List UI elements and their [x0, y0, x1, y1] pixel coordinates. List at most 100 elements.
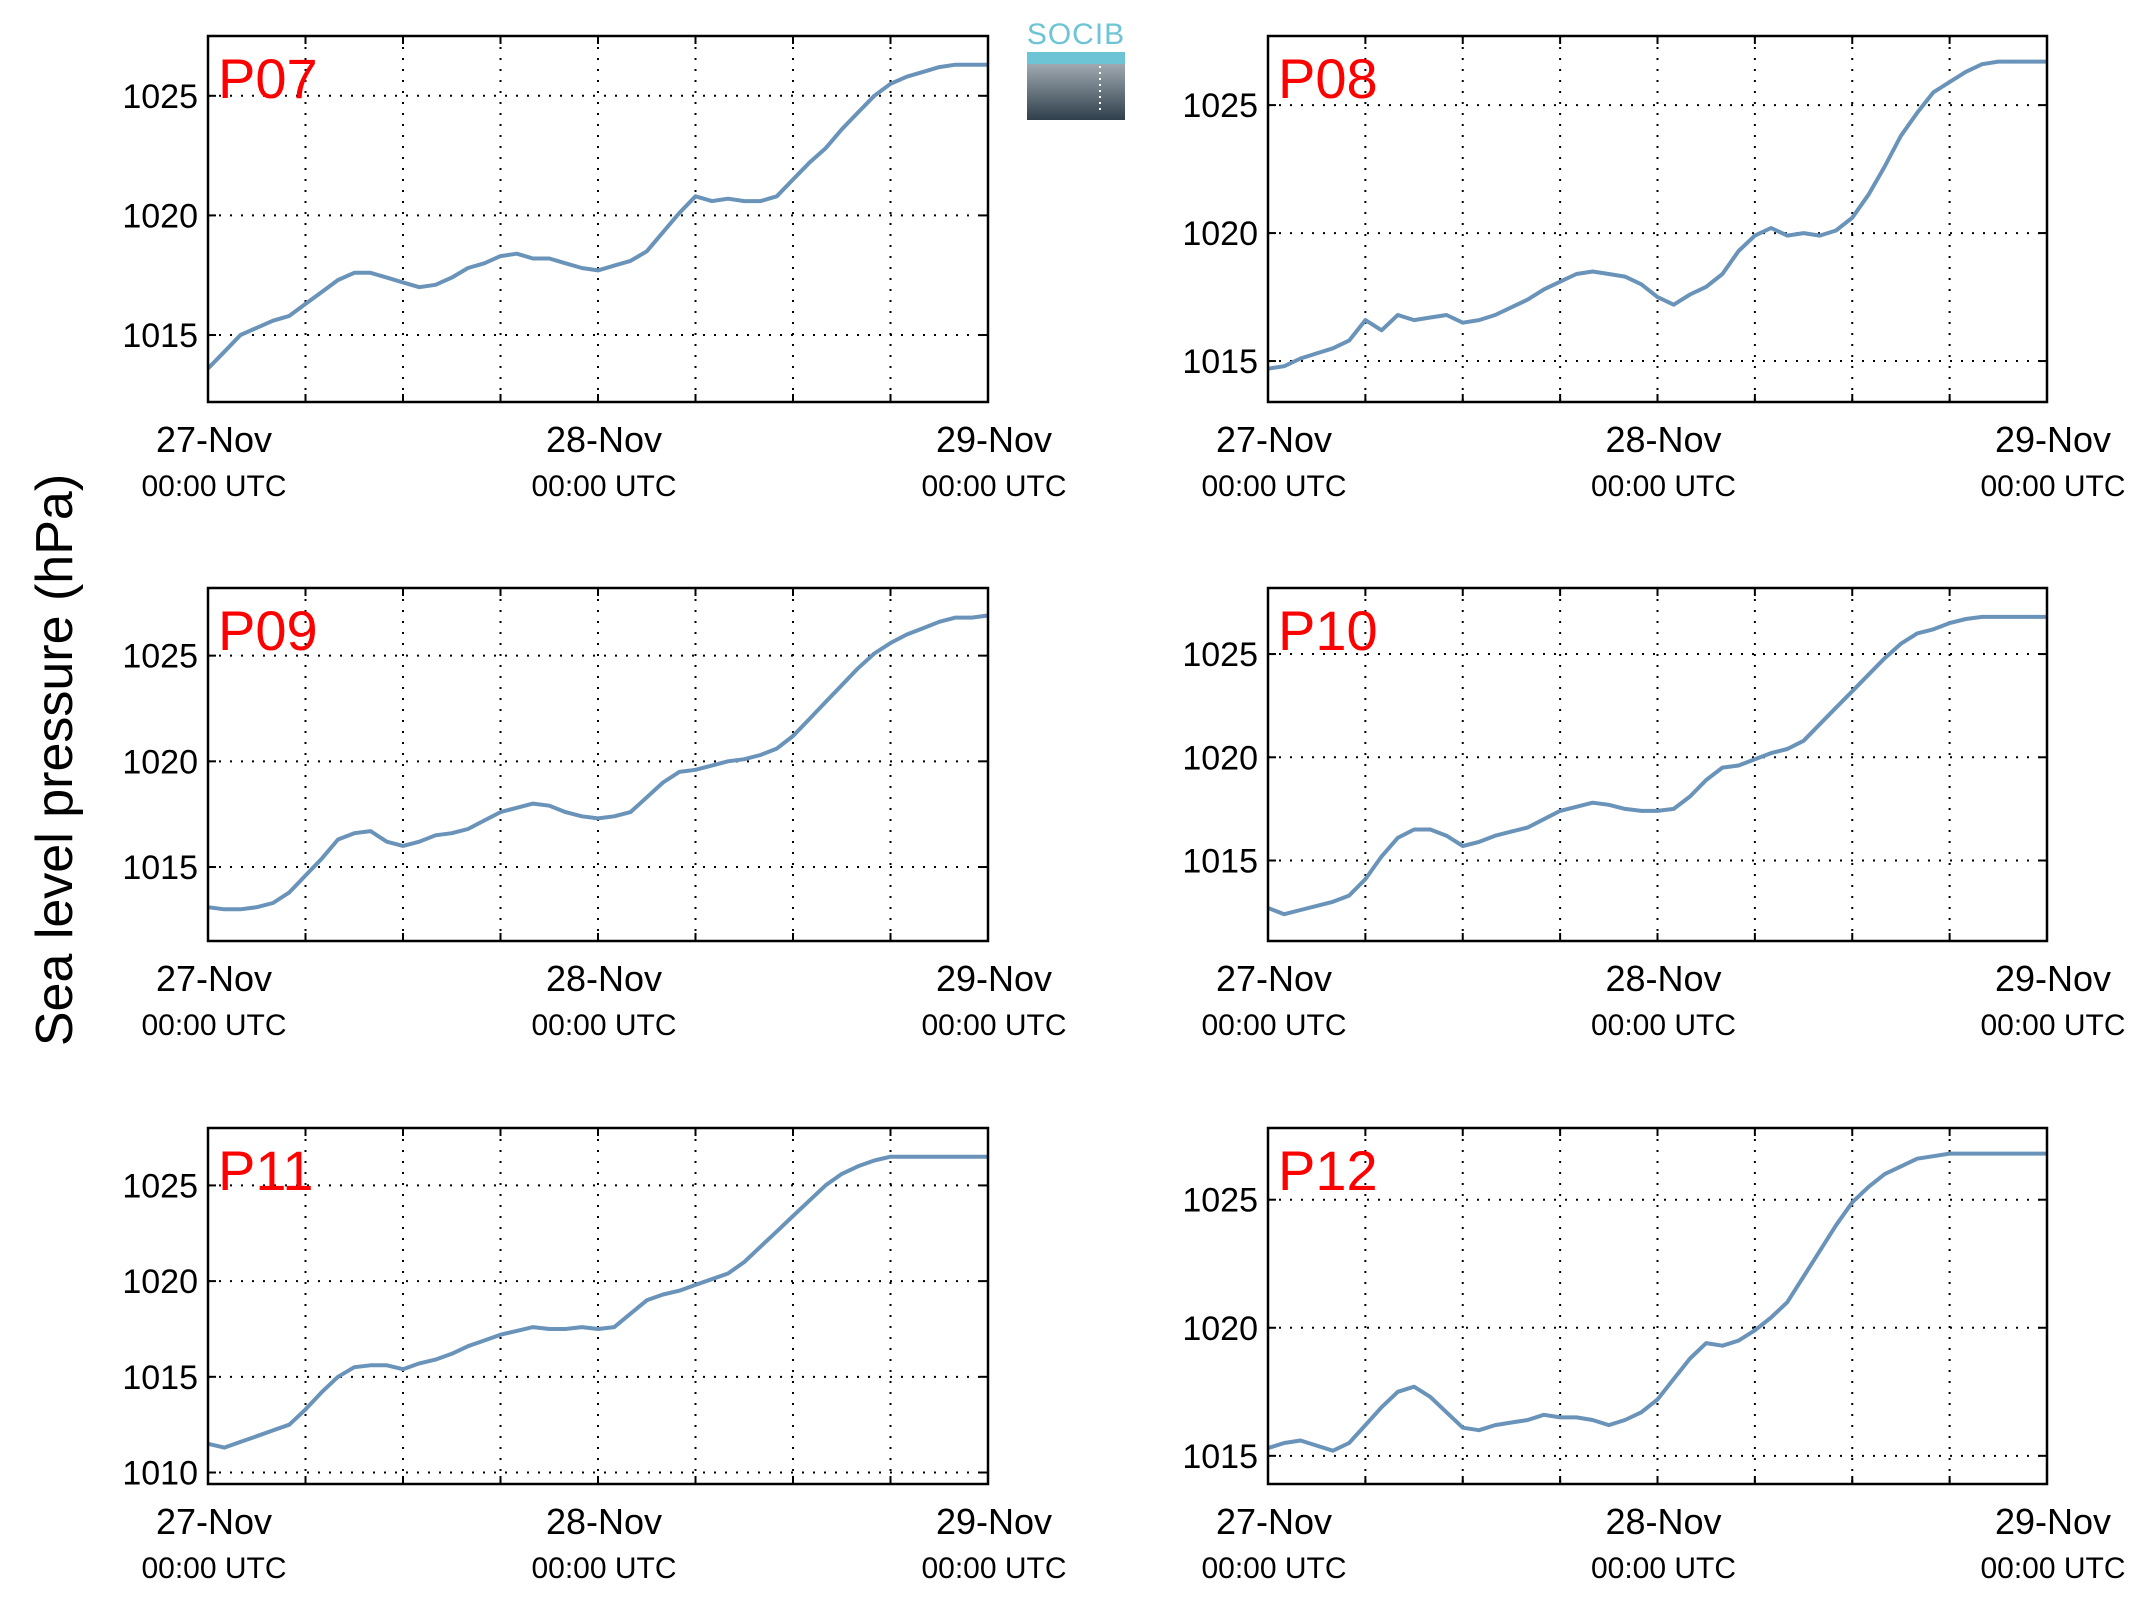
- data-point: [678, 212, 681, 214]
- data-point: [2013, 60, 2016, 63]
- data-point: [272, 1429, 274, 1432]
- data-point: [922, 71, 924, 73]
- data-point: [499, 1333, 502, 1336]
- y-tick-label: 1025: [1182, 1182, 1258, 1220]
- data-point: [938, 621, 941, 623]
- data-point: [580, 1326, 583, 1328]
- data-point: [223, 908, 226, 911]
- data-point: [1932, 628, 1935, 631]
- data-point: [1965, 618, 1967, 620]
- data-point: [1461, 845, 1464, 847]
- data-point: [905, 1155, 908, 1158]
- data-point: [483, 819, 486, 822]
- data-point: [970, 616, 973, 619]
- y-tick-label: 1010: [122, 1455, 198, 1493]
- data-point: [1526, 1419, 1529, 1421]
- data-point: [1397, 1390, 1399, 1393]
- data-point: [629, 260, 632, 262]
- data-point: [1478, 1429, 1480, 1432]
- panel-title: P09: [218, 599, 318, 662]
- data-point: [385, 840, 388, 843]
- data-point: [548, 1328, 551, 1330]
- data-point: [304, 303, 307, 305]
- data-point: [580, 267, 583, 269]
- data-point: [743, 200, 746, 202]
- data-point: [1543, 1414, 1545, 1416]
- data-point: [1413, 1385, 1415, 1388]
- data-point: [564, 811, 567, 813]
- x-tick-label-time: 00:00 UTC: [1201, 470, 1346, 503]
- data-point: [629, 811, 632, 813]
- data-point: [239, 1441, 242, 1443]
- data-point: [548, 804, 551, 807]
- data-point: [1997, 60, 2000, 63]
- data-point: [1510, 1421, 1513, 1424]
- data-point: [1413, 828, 1415, 831]
- data-point: [1591, 801, 1594, 804]
- panel-p11: 1010 1015 1020 1025 P11 27-Nov 00:00 UTC 28-Nov…: [122, 1126, 1067, 1585]
- data-point: [922, 627, 924, 629]
- data-point: [450, 832, 453, 834]
- data-point: [905, 633, 908, 636]
- data-point: [532, 802, 534, 805]
- y-tick-label: 1020: [1182, 1310, 1258, 1348]
- data-point: [857, 667, 859, 670]
- data-point: [1965, 71, 1967, 73]
- data-point: [1478, 841, 1480, 843]
- data-point: [1835, 706, 1837, 709]
- data-point: [385, 1364, 388, 1367]
- data-point: [1559, 810, 1561, 812]
- data-point: [1981, 1152, 1983, 1155]
- data-point: [483, 1339, 486, 1342]
- data-point: [1364, 1424, 1367, 1426]
- data-point: [1948, 1152, 1951, 1155]
- logo-text: SOCIB: [1027, 18, 1125, 51]
- data-point: [1283, 365, 1286, 367]
- y-tick-label: 1015: [122, 1359, 198, 1397]
- panel-p10: 1015 1020 1025 P10 27-Nov 00:00 UTC 28-Nov 00:0…: [1182, 586, 2126, 1042]
- y-tick-label: 1025: [122, 638, 198, 676]
- y-tick-label: 1025: [122, 1167, 198, 1205]
- data-point: [255, 1435, 258, 1437]
- data-point: [1802, 1275, 1805, 1278]
- data-point: [1640, 1411, 1643, 1414]
- data-point: [320, 857, 323, 860]
- data-point: [792, 735, 794, 737]
- data-point: [223, 1446, 226, 1449]
- data-point: [1672, 808, 1675, 810]
- data-point: [970, 1155, 973, 1158]
- y-tick-label: 1020: [1182, 739, 1258, 777]
- x-tick-label-date: 29-Nov: [1995, 419, 2111, 460]
- data-point: [1608, 273, 1610, 275]
- data-point: [467, 828, 469, 830]
- data-point: [1445, 1411, 1448, 1414]
- data-point: [743, 758, 746, 761]
- data-point: [645, 250, 648, 253]
- data-point: [1965, 1152, 1967, 1155]
- data-point: [1364, 878, 1367, 880]
- panel-title: P07: [218, 47, 318, 110]
- data-point: [1332, 347, 1334, 350]
- x-tick-label-time: 00:00 UTC: [1591, 1009, 1736, 1042]
- data-point: [1299, 909, 1302, 911]
- data-point: [678, 771, 681, 773]
- data-point: [613, 815, 616, 818]
- data-point: [1818, 1250, 1821, 1252]
- y-tick-label: 1015: [122, 849, 198, 887]
- data-point: [727, 760, 729, 763]
- data-point: [808, 161, 811, 164]
- x-tick-label-time: 00:00 UTC: [141, 1552, 286, 1585]
- data-point: [694, 768, 697, 771]
- data-point: [564, 1328, 567, 1330]
- data-point: [727, 1272, 729, 1275]
- x-tick-label-date: 27-Nov: [1216, 1501, 1332, 1542]
- x-tick-label-time: 00:00 UTC: [141, 1009, 286, 1042]
- data-point: [1818, 723, 1821, 726]
- data-point: [320, 291, 323, 293]
- data-point: [1494, 1424, 1497, 1426]
- data-point: [434, 1358, 437, 1361]
- data-point: [808, 1199, 811, 1202]
- data-point: [1543, 818, 1545, 821]
- x-tick-label-date: 27-Nov: [156, 1501, 272, 1542]
- data-point: [1656, 810, 1659, 812]
